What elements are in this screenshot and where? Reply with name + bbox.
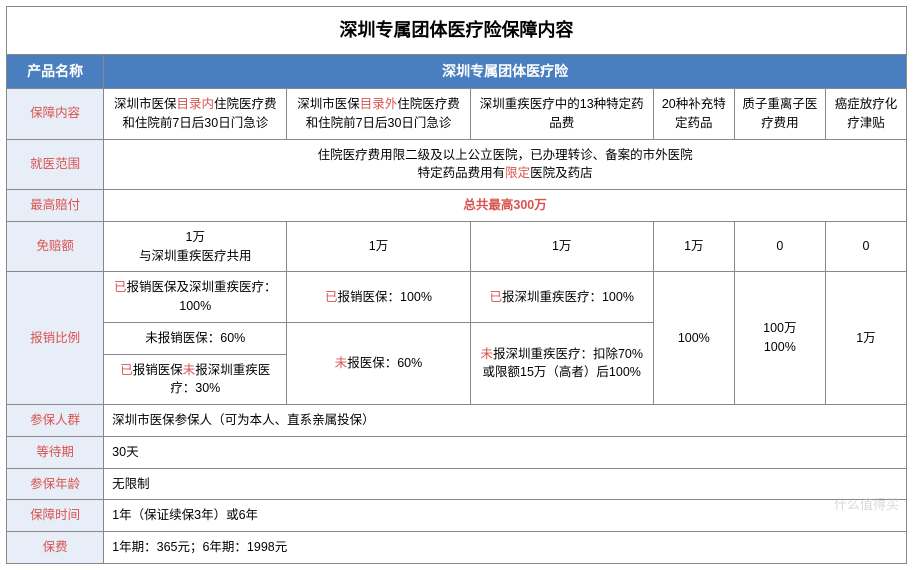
scope-value: 住院医疗费用限二级及以上公立医院，已办理转诊、备案的市外医院 特定药品费用有限定… [104,139,907,190]
txt: 报销医保及深圳重疾医疗：100% [127,280,277,313]
cov-c1: 深圳市医保目录内住院医疗费和住院前7日后30日门急诊 [104,89,287,140]
header-value: 深圳专属团体医疗险 [104,55,907,89]
header-row: 产品名称 深圳专属团体医疗险 [7,55,907,89]
hl: 已 [114,280,127,294]
page-title: 深圳专属团体医疗险保障内容 [7,7,907,55]
ratio-c6: 1万 [825,272,906,405]
people-value: 深圳市医保参保人（可为本人、直系亲属投保） [104,405,907,437]
hl: 目录内 [177,97,215,111]
ded-c4: 1万 [653,221,734,272]
row-ratio-1: 报销比例 已报销医保及深圳重疾医疗：100% 已报销医保：100% 已报深圳重疾… [7,272,907,323]
txt: 报深圳重疾医疗：100% [502,290,634,304]
row-deduct: 免赔额 1万 与深圳重疾医疗共用 1万 1万 1万 0 0 [7,221,907,272]
label-coverage: 保障内容 [7,89,104,140]
ded-c2: 1万 [287,221,470,272]
label-ratio: 报销比例 [7,272,104,405]
cov-c6: 癌症放疗化疗津贴 [825,89,906,140]
ratio-r1c2: 已报销医保：100% [287,272,470,323]
txt: 深圳市医保 [114,97,177,111]
ratio-r2c1: 未报销医保：60% [104,322,287,354]
hl: 未 [183,363,196,377]
txt: 报销医保：100% [338,290,432,304]
txt: 100% [764,340,796,354]
label-fee: 保费 [7,532,104,564]
row-people: 参保人群 深圳市医保参保人（可为本人、直系亲属投保） [7,405,907,437]
txt: 特定药品费用有 [418,166,506,180]
insurance-table: 深圳专属团体医疗险保障内容 产品名称 深圳专属团体医疗险 保障内容 深圳市医保目… [6,6,907,564]
ratio-r3c1: 已报销医保未报深圳重疾医疗：30% [104,354,287,405]
cov-c3: 深圳重疾医疗中的13种特定药品费 [470,89,653,140]
ratio-r2c2: 未报医保：60% [287,322,470,404]
row-wait: 等待期 30天 [7,436,907,468]
age-value: 无限制 [104,468,907,500]
row-scope: 就医范围 住院医疗费用限二级及以上公立医院，已办理转诊、备案的市外医院 特定药品… [7,139,907,190]
ratio-r1c1: 已报销医保及深圳重疾医疗：100% [104,272,287,323]
txt: 1万 [186,230,205,244]
hl: 未 [335,356,348,370]
ded-c3: 1万 [470,221,653,272]
row-age: 参保年龄 无限制 [7,468,907,500]
ded-c1: 1万 与深圳重疾医疗共用 [104,221,287,272]
txt: 报深圳重疾医疗：扣除70%或限额15万（高者）后100% [483,347,643,380]
txt: 100万 [763,321,796,335]
fee-value: 1年期：365元；6年期：1998元 [104,532,907,564]
hl: 限定 [505,166,530,180]
txt: 住院医疗费用限二级及以上公立医院，已办理转诊、备案的市外医院 [318,148,693,162]
row-fee: 保费 1年期：365元；6年期：1998元 [7,532,907,564]
maxpay-value: 总共最高300万 [104,190,907,222]
hl: 已 [120,363,133,377]
ratio-r1c3: 已报深圳重疾医疗：100% [470,272,653,323]
label-wait: 等待期 [7,436,104,468]
ratio-c5: 100万 100% [734,272,825,405]
label-people: 参保人群 [7,405,104,437]
hl: 未 [480,347,493,361]
label-scope: 就医范围 [7,139,104,190]
txt: 报医保：60% [347,356,422,370]
txt: 报销医保 [133,363,183,377]
txt: 深圳市医保 [297,97,360,111]
hl: 目录外 [360,97,398,111]
txt: 与深圳重疾医疗共用 [139,249,252,263]
ratio-c4: 100% [653,272,734,405]
cov-c4: 20种补充特定药品 [653,89,734,140]
hl: 已 [325,290,338,304]
ded-c6: 0 [825,221,906,272]
title-row: 深圳专属团体医疗险保障内容 [7,7,907,55]
cov-c5: 质子重离子医疗费用 [734,89,825,140]
label-age: 参保年龄 [7,468,104,500]
label-deduct: 免赔额 [7,221,104,272]
wait-value: 30天 [104,436,907,468]
cov-c2: 深圳市医保目录外住院医疗费和住院前7日后30日门急诊 [287,89,470,140]
hl: 已 [489,290,502,304]
txt: 医院及药店 [530,166,593,180]
label-maxpay: 最高赔付 [7,190,104,222]
row-coverage: 保障内容 深圳市医保目录内住院医疗费和住院前7日后30日门急诊 深圳市医保目录外… [7,89,907,140]
ded-c5: 0 [734,221,825,272]
ratio-r2c3: 未报深圳重疾医疗：扣除70%或限额15万（高者）后100% [470,322,653,404]
header-label: 产品名称 [7,55,104,89]
row-maxpay: 最高赔付 总共最高300万 [7,190,907,222]
